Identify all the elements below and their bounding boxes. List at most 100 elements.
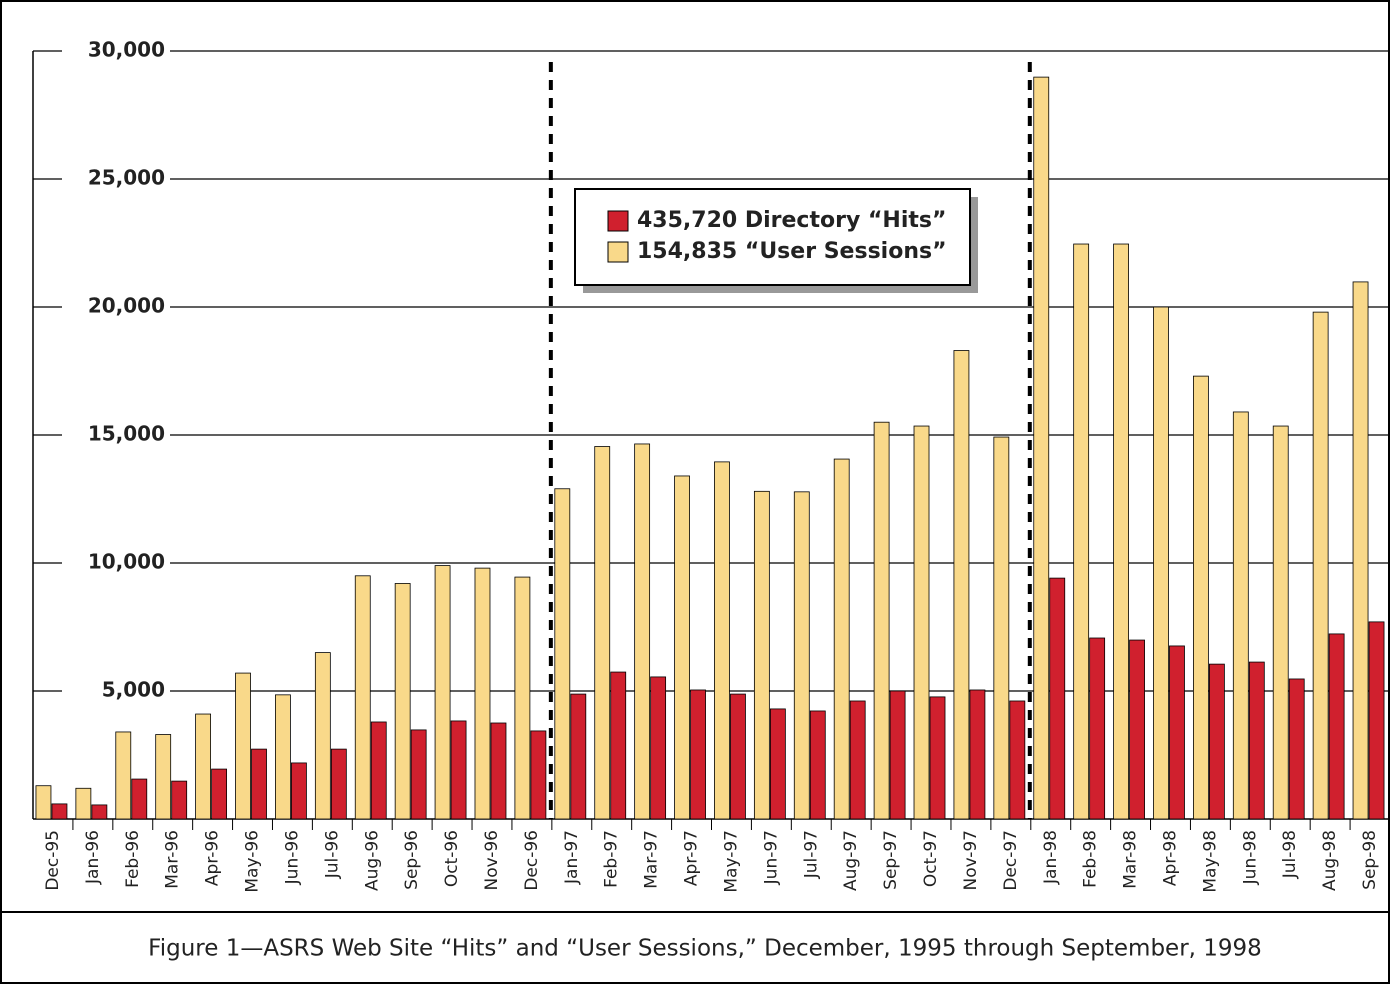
- legend: 435,720 Directory “Hits” 154,835 “User Se…: [574, 188, 978, 293]
- bar: [155, 734, 172, 820]
- bar: [75, 787, 92, 820]
- bar: [1009, 700, 1026, 820]
- bar: [929, 696, 946, 820]
- x-tick-label: Dec-96: [522, 830, 542, 891]
- tick-label-bg: [62, 39, 170, 63]
- x-tick-label: Feb-97: [602, 830, 622, 888]
- bar: [730, 693, 746, 820]
- x-tick-label: Jul-96: [322, 830, 342, 879]
- bar: [913, 425, 930, 820]
- y-tick-label: 30,000: [88, 38, 165, 62]
- x-tick-label: Jan-98: [1041, 830, 1061, 885]
- y-tick-label: 10,000: [88, 550, 165, 574]
- bar: [354, 575, 371, 820]
- tick-label-bg: [62, 167, 170, 191]
- bar: [35, 785, 52, 820]
- legend-swatch: [607, 241, 629, 263]
- caption: Figure 1—ASRS Web Site “Hits” and “User …: [148, 936, 1262, 962]
- bar: [690, 689, 706, 820]
- x-tick-label: Jul-97: [801, 830, 821, 879]
- x-tick-label: Jan-97: [562, 830, 582, 885]
- bar: [594, 446, 611, 820]
- bar: [434, 565, 451, 820]
- bar: [1049, 577, 1066, 820]
- x-tick-label: Nov-97: [961, 830, 981, 891]
- bar: [1208, 663, 1225, 820]
- bar: [634, 443, 651, 820]
- x-tick-label: Apr-98: [1160, 830, 1180, 886]
- x-tick-label: Apr-96: [203, 830, 223, 886]
- bar: [490, 722, 507, 820]
- x-tick-label: Aug-98: [1320, 830, 1340, 891]
- bar: [969, 689, 986, 820]
- bar: [889, 690, 906, 820]
- bar: [410, 729, 427, 820]
- y-tick-label: 20,000: [88, 294, 165, 318]
- bar: [211, 768, 228, 820]
- bar: [115, 731, 132, 820]
- x-tick-label: Aug-97: [841, 830, 861, 891]
- x-tick-label: Sep-96: [402, 830, 422, 890]
- legend-label: 435,720 Directory “Hits”: [637, 208, 946, 233]
- legend-swatch: [607, 210, 629, 232]
- x-tick-label: Feb-98: [1081, 830, 1101, 888]
- bar: [275, 694, 291, 820]
- bar: [195, 713, 212, 820]
- bar: [1248, 661, 1265, 820]
- bar: [1169, 645, 1185, 820]
- bar: [809, 710, 826, 820]
- bar: [650, 676, 667, 820]
- bar: [793, 491, 810, 820]
- x-tick-label: Jun-96: [282, 830, 302, 885]
- bar: [330, 748, 347, 820]
- x-tick-label: Sep-98: [1360, 830, 1380, 890]
- x-tick-label: Feb-96: [123, 830, 143, 888]
- tick-label-bg: [62, 423, 170, 447]
- bar: [554, 488, 571, 820]
- bar: [1153, 306, 1169, 820]
- x-tick-label: Mar-97: [642, 830, 662, 889]
- x-tick-label: May-97: [721, 830, 741, 893]
- x-tick-label: Aug-96: [362, 830, 382, 891]
- bar: [873, 421, 890, 820]
- bar: [1113, 243, 1129, 820]
- bar: [714, 461, 730, 820]
- x-tick-label: Mar-96: [163, 830, 183, 889]
- x-tick-label: May-98: [1200, 830, 1220, 893]
- bar: [514, 576, 531, 820]
- bar: [530, 730, 547, 820]
- tick-label-bg: [62, 551, 170, 575]
- bar: [1192, 375, 1209, 820]
- bar: [51, 803, 68, 820]
- bar: [1232, 411, 1249, 820]
- x-tick-label: Dec-97: [1001, 830, 1021, 891]
- x-tick-label: Dec-95: [43, 830, 63, 891]
- bar: [314, 652, 331, 820]
- x-tick-label: Mar-98: [1121, 830, 1141, 889]
- bar: [1288, 678, 1305, 820]
- y-tick-label: 15,000: [88, 422, 165, 446]
- bar: [769, 708, 786, 820]
- bar: [474, 567, 491, 820]
- bar: [993, 436, 1010, 820]
- bar: [1368, 621, 1385, 820]
- bar: [91, 804, 108, 820]
- y-tick-label: 25,000: [88, 166, 165, 190]
- bar: [833, 458, 850, 820]
- legend-label: 154,835 “User Sessions”: [637, 239, 947, 264]
- x-tick-label: Apr-97: [682, 830, 702, 886]
- bar: [753, 490, 770, 820]
- x-tick-label: Jan-96: [83, 830, 103, 885]
- bar: [394, 583, 411, 820]
- bar: [251, 748, 267, 820]
- tick-label-bg: [62, 679, 170, 703]
- bar: [1129, 639, 1145, 820]
- x-tick-label: Jun-98: [1240, 830, 1260, 885]
- bar: [450, 720, 467, 820]
- bar: [235, 672, 251, 820]
- bar: [610, 671, 627, 820]
- bar: [1033, 76, 1050, 820]
- bar: [1312, 311, 1329, 820]
